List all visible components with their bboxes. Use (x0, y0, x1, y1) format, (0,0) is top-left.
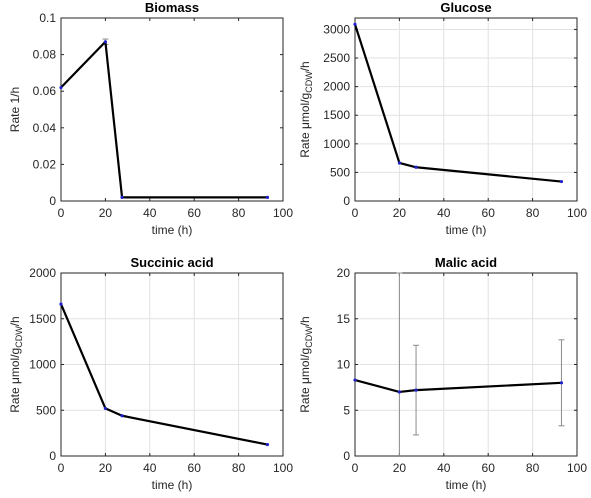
data-point (59, 302, 63, 306)
x-tick-label: 40 (143, 206, 157, 220)
data-point (353, 22, 357, 26)
x-tick-label: 20 (393, 206, 407, 220)
chart-title: Glucose (440, 0, 491, 15)
x-tick-label: 100 (567, 461, 587, 475)
series-line (59, 303, 268, 446)
x-axis-label: time (h) (152, 223, 193, 237)
y-tick-label: 0.1 (39, 11, 56, 25)
x-tick-label: 80 (232, 461, 246, 475)
y-axis-label: Rate μmol/gCDW/h (8, 316, 24, 412)
series-line (354, 378, 562, 394)
y-tick-label: 2000 (29, 266, 56, 280)
x-tick-label: 40 (143, 461, 157, 475)
subplot-1: 0 20 40 60 80 100 0 0.02 0.04 0.06 0.08 0.1 Biomass t… (8, 0, 293, 237)
y-axis-label: Rate μmol/gCDW/h (298, 61, 314, 157)
data-point (265, 442, 270, 447)
data-point (103, 40, 107, 44)
y-tick-label: 3000 (323, 22, 350, 36)
y-axis-label: Rate μmol/gCDW/h (298, 316, 314, 412)
chart-title: Biomass (145, 0, 199, 15)
y-tick-label: 2500 (323, 51, 350, 65)
x-axis-label: time (h) (152, 478, 193, 492)
data-point (103, 406, 107, 411)
x-tick-label: 0 (58, 206, 65, 220)
data-point (120, 414, 124, 418)
x-tick-label: 60 (482, 461, 496, 475)
x-tick-label: 80 (526, 461, 540, 475)
data-point (59, 85, 63, 90)
x-tick-label: 80 (232, 206, 246, 220)
y-tick-label: 0.06 (33, 84, 57, 98)
x-tick-label: 60 (188, 461, 202, 475)
data-point (397, 390, 401, 394)
y-tick-label: 15 (337, 312, 351, 326)
x-tick-label: 20 (99, 206, 113, 220)
y-tick-label: 1500 (323, 108, 350, 122)
x-tick-label: 20 (393, 461, 407, 475)
y-tick-label: 0 (49, 194, 56, 208)
x-tick-label: 60 (482, 206, 496, 220)
subplot-2: 0 20 40 60 80 100050010001500200025003000Gluc… (298, 0, 587, 237)
axes-frame (354, 17, 578, 202)
y-tick-label: 1000 (29, 358, 56, 372)
y-tick-label: 500 (330, 165, 350, 179)
x-axis-label: time (h) (446, 223, 487, 237)
data-point (353, 378, 357, 382)
x-tick-label: 0 (58, 461, 65, 475)
y-axis-label: Rate 1/h (8, 87, 22, 132)
data-point (414, 165, 418, 169)
y-tick-label: 1000 (323, 137, 350, 151)
x-tick-label: 20 (99, 461, 113, 475)
x-tick-label: 100 (273, 461, 293, 475)
y-tick-label: 0.02 (33, 157, 57, 171)
x-axis-label: time (h) (446, 478, 487, 492)
y-tick-label: 0 (343, 194, 350, 208)
y-tick-label: 0 (343, 449, 350, 463)
x-tick-label: 100 (273, 206, 293, 220)
chart-title: Succinic acid (130, 255, 213, 270)
data-point (559, 179, 564, 184)
x-tick-label: 0 (352, 461, 359, 475)
y-tick-label: 0.04 (33, 121, 57, 135)
y-tick-label: 5 (343, 403, 350, 417)
x-tick-label: 40 (437, 461, 451, 475)
x-tick-label: 40 (437, 206, 451, 220)
y-tick-label: 2000 (323, 80, 350, 94)
x-tick-label: 0 (352, 206, 359, 220)
series-line (60, 40, 268, 199)
y-tick-label: 500 (36, 403, 56, 417)
y-tick-label: 0.08 (33, 48, 57, 62)
y-tick-label: 0 (49, 449, 56, 463)
data-point (559, 381, 564, 385)
axes-frame (60, 17, 284, 202)
data-point (397, 161, 401, 165)
x-tick-label: 80 (526, 206, 540, 220)
data-point (120, 195, 124, 199)
data-point (265, 195, 270, 199)
y-tick-label: 10 (337, 358, 351, 372)
data-point (414, 388, 418, 392)
chart-title: Malic acid (435, 255, 497, 270)
x-tick-label: 60 (188, 206, 202, 220)
x-tick-label: 100 (567, 206, 587, 220)
series-line (353, 23, 562, 183)
y-tick-label: 20 (337, 266, 351, 280)
subplot-4: 0 20 40 60 80 100 0 5 10 15 20 Malic acid time (h) Ra… (298, 255, 587, 492)
y-tick-label: 1500 (29, 312, 56, 326)
